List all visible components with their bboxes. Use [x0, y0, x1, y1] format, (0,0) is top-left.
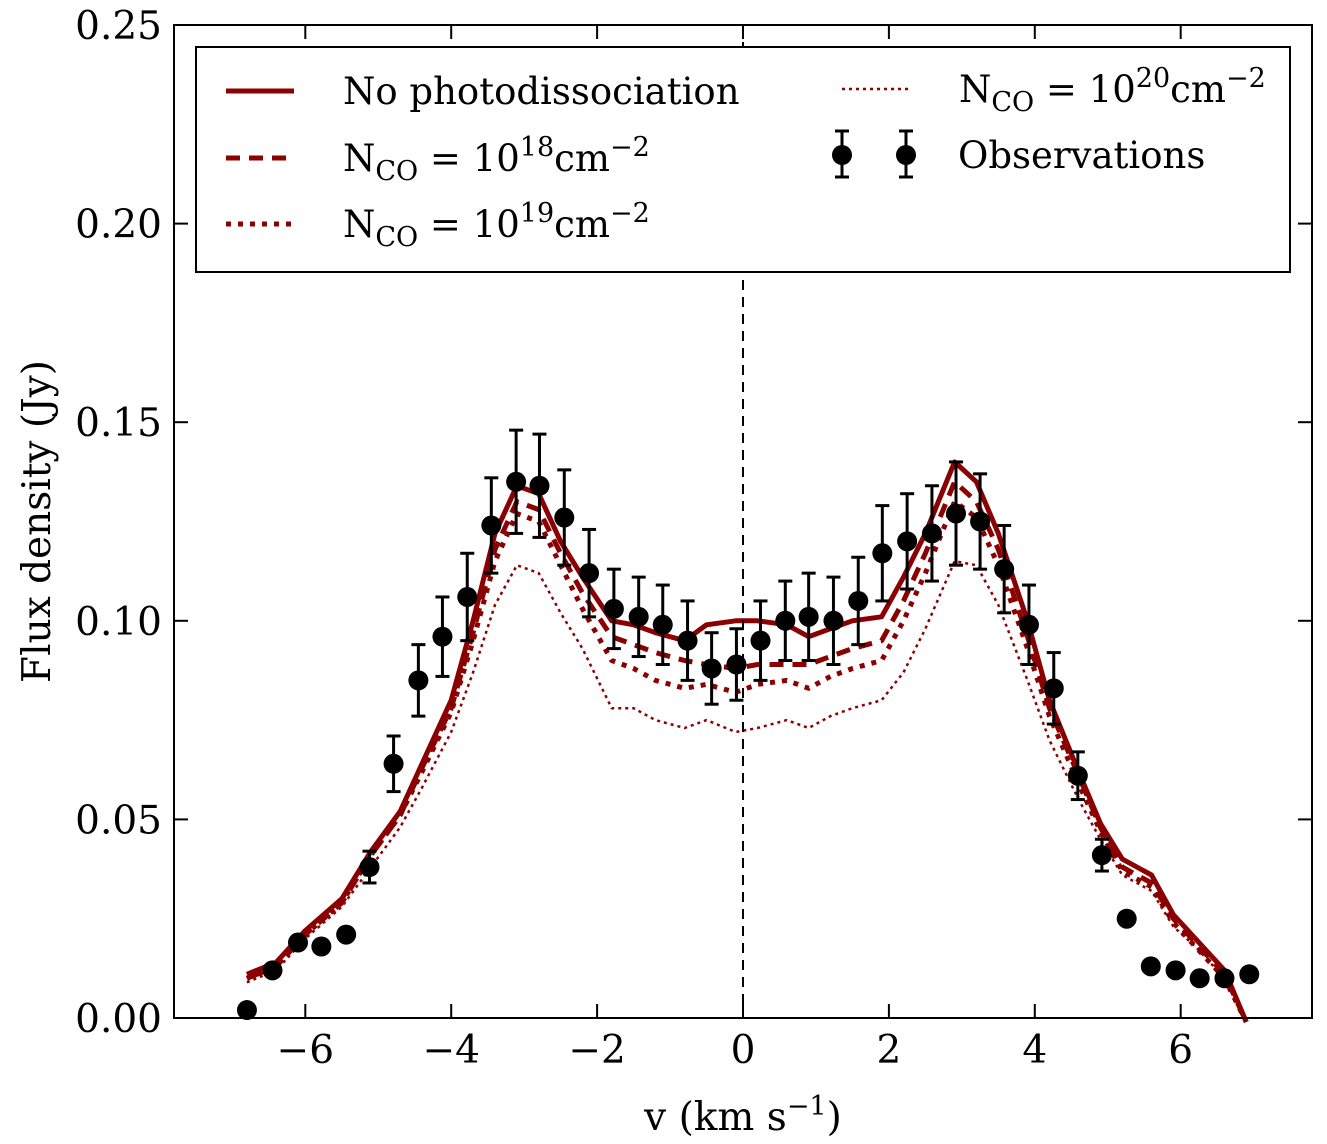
observation-points [236, 428, 1260, 1021]
observation-point [236, 1000, 257, 1021]
observation-point [506, 471, 527, 492]
y-tick-label: 0.15 [75, 401, 162, 446]
observation-point [775, 610, 796, 631]
axis-ticks: −6 −4 −2 0 2 4 6 0.00 0.05 0.10 0.15 0.20 0.25 [75, 4, 1312, 1073]
observation-point [1239, 964, 1260, 985]
y-tick-label: 0.05 [75, 798, 162, 843]
observation-point [359, 857, 380, 878]
observation-point [1165, 960, 1186, 981]
y-tick-label: 0.25 [75, 4, 162, 49]
legend-label-0: No photodissociation [343, 70, 740, 113]
observation-point [823, 610, 844, 631]
x-tick-label: 6 [1168, 1028, 1193, 1073]
x-tick-label: −4 [422, 1028, 480, 1073]
y-tick-label: 0.10 [75, 600, 162, 645]
y-tick-label: 0.00 [75, 997, 162, 1042]
observation-point [336, 924, 357, 945]
observation-point [1067, 765, 1088, 786]
observation-point [288, 932, 309, 953]
observation-point [383, 753, 404, 774]
legend-label-2: NCO = 1019cm−2 [343, 198, 650, 253]
observation-point [529, 475, 550, 496]
observation-point [481, 515, 502, 536]
y-tick-label: 0.20 [75, 203, 162, 248]
x-axis-label: v (km s−1) [643, 1091, 842, 1140]
legend-label-1: NCO = 1018cm−2 [343, 132, 650, 187]
observation-point [408, 670, 429, 691]
observation-point [554, 507, 575, 528]
observation-point [1140, 956, 1161, 977]
observation-point [994, 559, 1015, 580]
observation-point [970, 511, 991, 532]
legend-label-3: NCO = 1020cm−2 [959, 63, 1266, 118]
observation-point [1043, 678, 1064, 699]
observation-point [652, 614, 673, 635]
x-tick-label: −6 [277, 1028, 335, 1073]
observation-point [603, 598, 624, 619]
legend-obs-marker [832, 145, 852, 165]
series-line-3 [246, 559, 1248, 1023]
observation-point [1214, 968, 1235, 989]
observation-point [701, 658, 722, 679]
observation-point [921, 523, 942, 544]
observation-point [628, 606, 649, 627]
x-tick-label: 2 [876, 1028, 901, 1073]
model-curves [245, 459, 1249, 1024]
y-axis-label: Flux density (Jy) [15, 360, 60, 683]
observation-point [726, 654, 747, 675]
legend-label-observations: Observations [958, 134, 1205, 177]
legend: No photodissociation NCO = 1018cm−2 NCO = … [195, 46, 1291, 273]
observation-point [798, 606, 819, 627]
observation-point [750, 630, 771, 651]
observation-point [262, 960, 283, 981]
observation-point [1189, 968, 1210, 989]
observation-point [457, 586, 478, 607]
observation-point [311, 936, 332, 957]
observation-point [897, 531, 918, 552]
x-tick-label: 4 [1022, 1028, 1047, 1073]
x-tick-label: 0 [731, 1028, 756, 1073]
series-line-1 [245, 479, 1249, 1024]
observation-point [946, 503, 967, 524]
legend-box [195, 46, 1291, 273]
observation-point [579, 563, 600, 584]
legend-obs-marker [896, 145, 916, 165]
x-tick-label: −2 [568, 1028, 626, 1073]
observation-point [432, 626, 453, 647]
observation-point [848, 590, 869, 611]
series-line-0 [245, 459, 1249, 1023]
observation-point [1018, 614, 1039, 635]
observation-point [1116, 908, 1137, 929]
observation-point [872, 543, 893, 564]
observation-point [677, 630, 698, 651]
observation-point [1091, 845, 1112, 866]
